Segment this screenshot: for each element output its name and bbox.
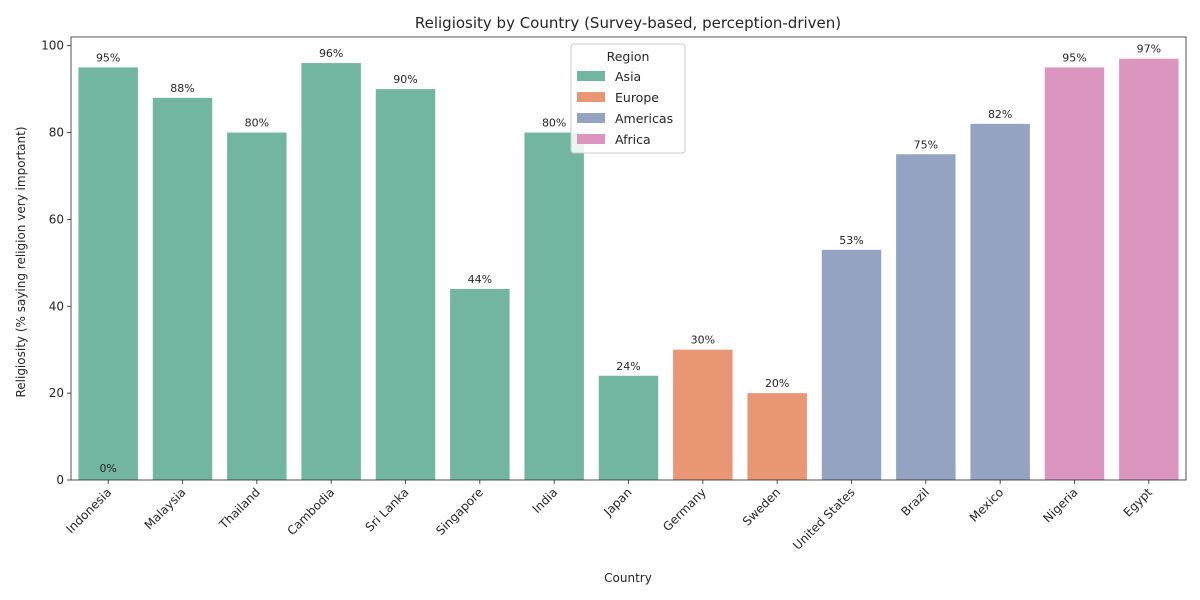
data-label-malaysia: 88% — [170, 82, 194, 95]
x-tick-label-sri-lanka: Sri Lanka — [363, 485, 412, 534]
y-tick-label-60: 60 — [49, 212, 64, 226]
y-tick-label-20: 20 — [49, 386, 64, 400]
x-tick-label-sweden: Sweden — [740, 485, 783, 528]
y-tick-label-40: 40 — [49, 299, 64, 313]
x-tick-label-cambodia: Cambodia — [284, 485, 337, 538]
bar-germany — [673, 349, 733, 480]
bar-cambodia — [301, 63, 361, 480]
data-label-sri-lanka: 90% — [393, 73, 417, 86]
bar-india — [524, 132, 584, 481]
y-tick-label-0: 0 — [56, 473, 64, 487]
bars-layer — [78, 58, 1179, 481]
data-label-thailand: 80% — [245, 117, 269, 130]
data-label-mexico: 82% — [988, 108, 1012, 121]
bar-malaysia — [152, 97, 213, 480]
legend-label-africa: Africa — [615, 132, 651, 147]
bar-sri-lanka — [375, 89, 436, 480]
data-label-brazil: 75% — [914, 138, 938, 151]
y-tick-label-100: 100 — [41, 39, 64, 53]
extra-label-indonesia: 0% — [99, 462, 116, 475]
x-tick-label-nigeria: Nigeria — [1040, 485, 1080, 525]
x-tick-label-malaysia: Malaysia — [142, 485, 189, 532]
data-label-united-states: 53% — [839, 234, 863, 247]
bar-mexico — [970, 123, 1030, 481]
bar-united-states — [821, 249, 882, 480]
x-tick-label-japan: Japan — [600, 485, 634, 519]
data-label-indonesia: 95% — [96, 51, 120, 64]
legend: Region Asia Europe Americas Africa — [570, 43, 686, 154]
x-tick-label-brazil: Brazil — [898, 485, 932, 519]
bar-japan — [598, 375, 659, 480]
data-label-nigeria: 95% — [1062, 51, 1086, 64]
data-label-cambodia: 96% — [319, 47, 343, 60]
bar-singapore — [450, 288, 510, 480]
y-tick-label-80: 80 — [49, 126, 64, 140]
legend-swatch-africa — [577, 134, 605, 144]
data-label-singapore: 44% — [468, 273, 492, 286]
x-tick-label-egypt: Egypt — [1121, 485, 1156, 520]
x-axis-title: Country — [604, 571, 652, 585]
chart-title: Religiosity by Country (Survey-based, pe… — [415, 14, 841, 32]
data-labels-layer: 95% 88% 80% 96% 90% 44% 80% 24% 30% 20% 53% 75% 82% 9… — [96, 43, 1161, 475]
x-tick-label-thailand: Thailand — [216, 485, 263, 532]
legend-title: Region — [607, 49, 650, 64]
bar-egypt — [1119, 58, 1179, 480]
legend-swatch-europe — [577, 92, 605, 102]
bar-nigeria — [1044, 67, 1105, 480]
bar-brazil — [896, 154, 956, 480]
x-tick-label-mexico: Mexico — [967, 485, 1007, 525]
data-label-egypt: 97% — [1137, 43, 1161, 56]
x-tick-label-india: India — [530, 485, 561, 516]
data-label-sweden: 20% — [765, 377, 789, 390]
legend-swatch-americas — [577, 113, 605, 123]
bar-sweden — [747, 393, 807, 480]
x-tick-label-indonesia: Indonesia — [63, 485, 114, 536]
data-label-india: 80% — [542, 117, 566, 130]
bar-indonesia — [78, 67, 138, 480]
legend-swatch-asia — [577, 71, 605, 81]
x-tick-label-singapore: Singapore — [433, 485, 486, 538]
bar-thailand — [227, 132, 287, 481]
x-tick-label-germany: Germany — [660, 485, 709, 534]
y-axis-title: Religiosity (% saying religion very impo… — [14, 126, 28, 397]
x-tick-label-united-states: United States — [790, 485, 857, 552]
data-label-japan: 24% — [616, 360, 640, 373]
legend-label-asia: Asia — [615, 69, 641, 84]
data-label-germany: 30% — [691, 334, 715, 347]
legend-label-europe: Europe — [615, 90, 659, 105]
legend-label-americas: Americas — [615, 111, 673, 126]
